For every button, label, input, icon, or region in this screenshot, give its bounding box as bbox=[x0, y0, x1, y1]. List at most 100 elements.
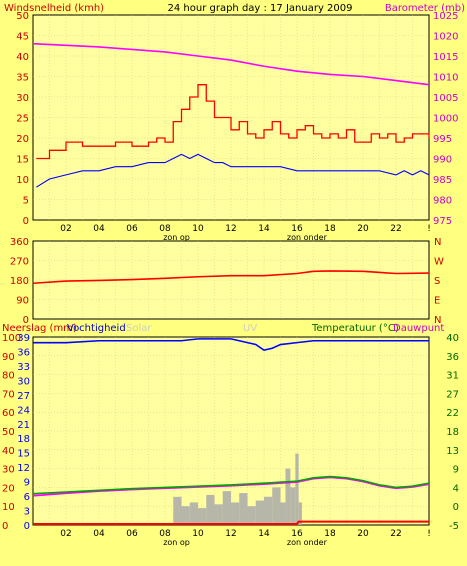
humidity-line bbox=[33, 338, 429, 352]
temperature-y-tick: -5 bbox=[449, 521, 459, 532]
solar-bar bbox=[214, 504, 223, 525]
time-tick-label: 22 bbox=[390, 529, 401, 539]
wind-direction-line bbox=[32, 270, 430, 285]
sunset-label: zon onder bbox=[287, 233, 328, 242]
wind-y-tick: 0 bbox=[23, 216, 29, 227]
barometer-y-tick: 975 bbox=[433, 216, 452, 227]
wind-y-tick: 40 bbox=[16, 52, 29, 63]
time-tick-label: 06 bbox=[126, 529, 138, 539]
humidity-y-tick: 90 bbox=[2, 352, 15, 363]
barometer-y-tick: 980 bbox=[433, 196, 452, 207]
solar-bar bbox=[264, 496, 273, 525]
direction-y-tick: 270 bbox=[10, 257, 29, 268]
time-tick-label: 04 bbox=[93, 529, 105, 539]
time-tick-label: 12 bbox=[225, 224, 236, 234]
solar-bar bbox=[285, 468, 291, 525]
rain-line bbox=[33, 520, 429, 525]
time-tick-label: 14 bbox=[258, 224, 270, 234]
temperature-y-tick: 40 bbox=[446, 333, 459, 344]
barometer-axis-title: Barometer (mb) bbox=[385, 3, 465, 14]
solar-bar bbox=[239, 493, 248, 525]
barometer-line bbox=[32, 42, 430, 86]
barometer-y-tick: 990 bbox=[433, 155, 452, 166]
solar-bar bbox=[298, 502, 302, 525]
rain-y-tick: 6 bbox=[24, 492, 30, 503]
time-tick-label: 22 bbox=[390, 224, 401, 234]
time-tick-label: 16 bbox=[291, 529, 303, 539]
temperature-y-tick: 9 bbox=[453, 465, 459, 476]
barometer-y-tick: 1005 bbox=[433, 93, 458, 104]
time-tick-label: 20 bbox=[357, 529, 369, 539]
time-tick-label: 02 bbox=[60, 224, 71, 234]
direction-y-tick: 0 bbox=[23, 315, 29, 326]
wind-y-tick: 45 bbox=[16, 32, 29, 43]
humidity-y-tick: 40 bbox=[2, 446, 15, 457]
solar-bar bbox=[222, 491, 231, 525]
wind-y-tick: 35 bbox=[16, 73, 29, 84]
humidity-y-tick: 70 bbox=[2, 389, 15, 400]
rain-y-tick: 9 bbox=[24, 478, 30, 489]
humidity-y-tick: 20 bbox=[2, 483, 15, 494]
wind-y-tick: 10 bbox=[16, 175, 29, 186]
solar-layer bbox=[173, 453, 302, 525]
temperature-y-tick: 4 bbox=[453, 483, 459, 494]
rain-y-tick: 21 bbox=[17, 420, 30, 431]
sunrise-label: zon op bbox=[163, 538, 190, 547]
humidity-y-tick: 60 bbox=[2, 408, 15, 419]
humidity-y-tick: 0 bbox=[2, 521, 8, 532]
humidity-y-tick: 10 bbox=[2, 502, 15, 513]
solar-bar bbox=[295, 453, 299, 525]
barometer-y-tick: 995 bbox=[433, 134, 452, 145]
barometer-y-tick: 985 bbox=[433, 175, 452, 186]
time-tick-label: ! bbox=[427, 529, 431, 539]
sunrise-label: zon op bbox=[163, 233, 190, 242]
rain-y-tick: 3 bbox=[24, 507, 30, 518]
wind-y-tick: 5 bbox=[23, 196, 29, 207]
temperature-y-tick: 36 bbox=[446, 352, 459, 363]
temperature-y-tick: 13 bbox=[446, 446, 459, 457]
direction-y-tick: 180 bbox=[10, 276, 29, 287]
solar-bar bbox=[255, 500, 264, 525]
barometer-y-tick: 1010 bbox=[433, 73, 458, 84]
wind-gust-line bbox=[36, 84, 430, 160]
time-tick-label: 12 bbox=[225, 529, 236, 539]
time-tick-label: 10 bbox=[192, 529, 204, 539]
compass-tick: W bbox=[434, 257, 444, 268]
direction-y-tick: 90 bbox=[16, 296, 29, 307]
solar-bar bbox=[189, 502, 198, 525]
direction-y-tick: 360 bbox=[10, 237, 29, 248]
temperature-axis-title: Temperatuur (°C) bbox=[311, 323, 399, 334]
solar-bar bbox=[198, 508, 207, 525]
wind-y-tick: 50 bbox=[16, 11, 29, 22]
temperature-y-tick: 0 bbox=[453, 502, 459, 513]
time-tick-label: 02 bbox=[60, 529, 71, 539]
rain-y-tick: 27 bbox=[17, 391, 30, 402]
solar-bar bbox=[206, 494, 215, 525]
temperature-y-tick: 31 bbox=[446, 371, 459, 382]
time-tick-label: 10 bbox=[192, 224, 204, 234]
chart-title: 24 hour graph day : 17 January 2009 bbox=[168, 3, 353, 14]
compass-tick: N bbox=[434, 315, 441, 326]
solar-axis-title: Solar bbox=[126, 323, 152, 334]
wind-y-tick: 30 bbox=[16, 93, 29, 104]
time-tick-label: 04 bbox=[93, 224, 105, 234]
dewpoint-axis-title: Dauwpunt bbox=[393, 323, 444, 334]
wind-y-tick: 20 bbox=[16, 134, 29, 145]
time-tick-label: 18 bbox=[324, 529, 336, 539]
wind-y-tick: 25 bbox=[16, 114, 29, 125]
solar-bar bbox=[173, 496, 182, 525]
compass-tick: E bbox=[434, 296, 440, 307]
rain-y-tick: 12 bbox=[17, 463, 30, 474]
wind-y-tick: 15 bbox=[16, 155, 29, 166]
rain-y-tick: 33 bbox=[17, 362, 30, 373]
temperature-y-tick: 27 bbox=[446, 389, 459, 400]
barometer-y-tick: 1020 bbox=[433, 32, 458, 43]
solar-bar bbox=[247, 506, 256, 525]
humidity-y-tick: 50 bbox=[2, 427, 15, 438]
barometer-y-tick: 1000 bbox=[433, 114, 458, 125]
solar-bar bbox=[290, 487, 296, 525]
tick-layer: 02 04 06 08 10 12 14 16 18 20 22 !zon op zon onder02… bbox=[2, 11, 459, 547]
wind-axis-title: Windsnelheid (kmh) bbox=[4, 3, 104, 14]
